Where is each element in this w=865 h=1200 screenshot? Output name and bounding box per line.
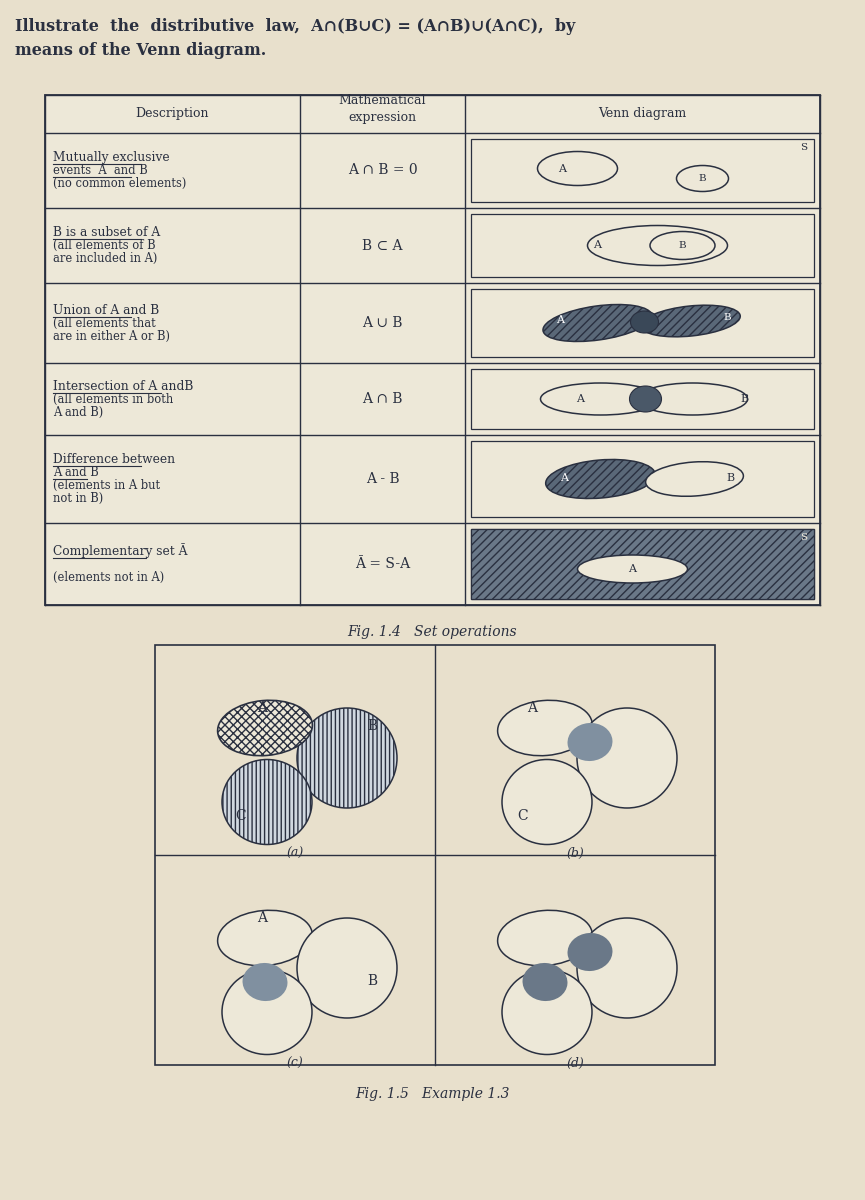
Ellipse shape <box>502 760 592 845</box>
Text: A: A <box>561 473 568 482</box>
Text: A ∪ B: A ∪ B <box>362 316 403 330</box>
Ellipse shape <box>222 970 312 1055</box>
Text: S: S <box>800 144 808 152</box>
Ellipse shape <box>630 386 662 412</box>
Text: S: S <box>800 534 808 542</box>
Ellipse shape <box>577 708 677 808</box>
Ellipse shape <box>497 701 593 756</box>
Text: are in either A or B): are in either A or B) <box>53 330 170 342</box>
Ellipse shape <box>218 911 312 966</box>
Text: Mutually exclusive: Mutually exclusive <box>53 151 170 164</box>
Ellipse shape <box>641 305 740 337</box>
Text: B: B <box>727 473 734 482</box>
Ellipse shape <box>222 760 312 845</box>
Text: are included in A): are included in A) <box>53 252 157 265</box>
Text: Ā = S-A: Ā = S-A <box>355 557 410 571</box>
Text: A: A <box>556 314 565 325</box>
Ellipse shape <box>297 708 397 808</box>
Text: A: A <box>593 240 601 251</box>
Ellipse shape <box>587 226 727 265</box>
Text: A - B: A - B <box>366 472 400 486</box>
Text: A: A <box>527 701 537 715</box>
Text: Intersection of A andB: Intersection of A andB <box>53 379 194 392</box>
Ellipse shape <box>297 918 397 1018</box>
Ellipse shape <box>502 970 592 1055</box>
Text: (all elements that: (all elements that <box>53 317 156 330</box>
Text: (no common elements): (no common elements) <box>53 176 186 190</box>
Text: Difference between: Difference between <box>53 452 175 466</box>
Text: Illustrate  the  distributive  law,  A∩(B∪C) = (A∩B)∪(A∩C),  by: Illustrate the distributive law, A∩(B∪C)… <box>15 18 575 35</box>
Bar <box>471 139 814 202</box>
Bar <box>471 370 814 428</box>
Ellipse shape <box>650 232 715 259</box>
Ellipse shape <box>537 151 618 186</box>
Text: A: A <box>257 911 267 925</box>
Text: B: B <box>367 719 377 733</box>
Text: A: A <box>559 163 567 174</box>
Text: (a): (a) <box>286 847 304 860</box>
Ellipse shape <box>242 962 287 1001</box>
Bar <box>45 95 820 605</box>
Text: (b): (b) <box>566 847 584 860</box>
Text: (c): (c) <box>286 1057 304 1070</box>
Text: B: B <box>740 394 748 404</box>
Bar <box>471 440 814 517</box>
Bar <box>155 646 715 1066</box>
Text: A: A <box>257 701 267 715</box>
Ellipse shape <box>567 932 612 971</box>
Text: (elements not in A): (elements not in A) <box>53 570 164 583</box>
Bar <box>471 289 814 358</box>
Text: A and B: A and B <box>53 466 99 479</box>
Text: means of the Venn diagram.: means of the Venn diagram. <box>15 42 266 59</box>
Text: (all elements of B: (all elements of B <box>53 239 156 252</box>
Ellipse shape <box>645 462 743 497</box>
Text: Union of A and B: Union of A and B <box>53 304 159 317</box>
Text: C: C <box>235 809 246 823</box>
Text: A: A <box>576 394 585 404</box>
Text: (all elements in both: (all elements in both <box>53 392 173 406</box>
Ellipse shape <box>543 305 652 342</box>
Text: Mathematical
expression: Mathematical expression <box>339 94 426 124</box>
Ellipse shape <box>567 722 612 761</box>
Text: Fig. 1.5   Example 1.3: Fig. 1.5 Example 1.3 <box>356 1087 509 1102</box>
Text: C: C <box>517 809 528 823</box>
Text: A and B): A and B) <box>53 406 103 419</box>
Ellipse shape <box>578 554 688 583</box>
Text: (d): (d) <box>566 1057 584 1070</box>
Ellipse shape <box>546 460 656 498</box>
Text: A: A <box>629 564 637 574</box>
Text: events  A  and B: events A and B <box>53 164 148 176</box>
Text: Description: Description <box>136 108 209 120</box>
Ellipse shape <box>631 311 658 332</box>
Text: A ∩ B: A ∩ B <box>362 392 403 406</box>
Bar <box>471 529 814 599</box>
Ellipse shape <box>676 166 728 192</box>
Text: not in B): not in B) <box>53 492 103 505</box>
Ellipse shape <box>522 962 567 1001</box>
Ellipse shape <box>218 701 312 756</box>
Text: Fig. 1.4   Set operations: Fig. 1.4 Set operations <box>348 625 517 638</box>
Ellipse shape <box>497 911 593 966</box>
Ellipse shape <box>577 918 677 1018</box>
Ellipse shape <box>638 383 747 415</box>
Text: B: B <box>367 974 377 988</box>
Text: Venn diagram: Venn diagram <box>599 108 687 120</box>
Text: B is a subset of A: B is a subset of A <box>53 226 160 239</box>
Bar <box>471 214 814 277</box>
Text: B: B <box>724 313 731 323</box>
Text: B ⊂ A: B ⊂ A <box>362 239 403 252</box>
Ellipse shape <box>541 383 661 415</box>
Text: B: B <box>679 241 686 250</box>
Text: A ∩ B = 0: A ∩ B = 0 <box>348 163 417 178</box>
Text: Complementary set Ā: Complementary set Ā <box>53 544 188 558</box>
Text: B: B <box>699 174 707 182</box>
Bar <box>471 529 814 599</box>
Text: (elements in A but: (elements in A but <box>53 479 160 492</box>
